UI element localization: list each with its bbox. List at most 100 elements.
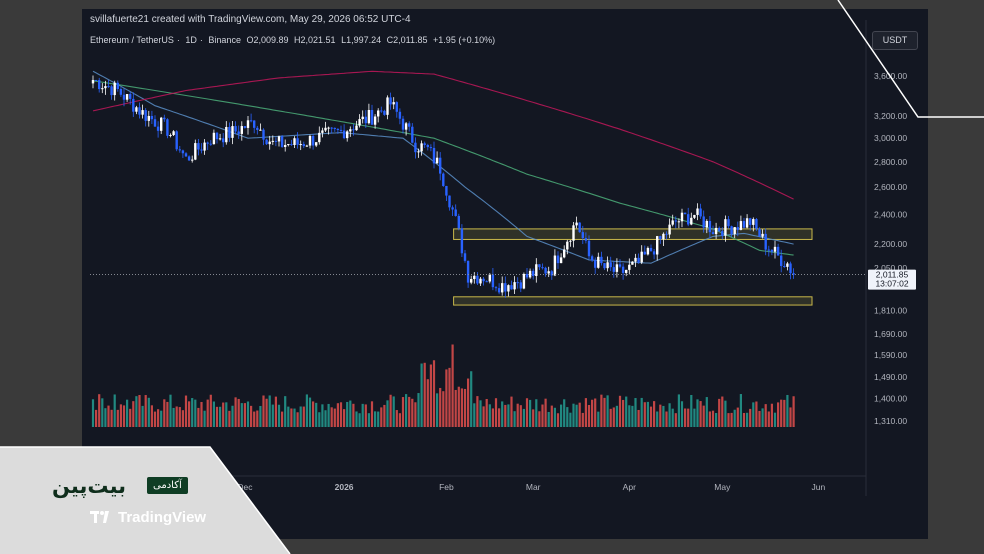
volume-bar bbox=[693, 408, 696, 427]
volume-bar bbox=[705, 397, 708, 427]
candle bbox=[572, 222, 575, 248]
candle-body bbox=[758, 228, 761, 237]
candle-body bbox=[240, 126, 243, 134]
candle-body bbox=[476, 275, 479, 284]
candle-body bbox=[733, 227, 736, 234]
candle bbox=[401, 115, 405, 134]
volume-bar bbox=[290, 408, 293, 427]
candle-body bbox=[125, 94, 129, 100]
candle-body bbox=[652, 251, 656, 255]
volume-bar bbox=[581, 412, 584, 427]
candle-body bbox=[181, 150, 185, 154]
candle bbox=[308, 134, 312, 149]
candle-body bbox=[231, 126, 234, 138]
candle bbox=[271, 135, 274, 145]
candle bbox=[110, 85, 113, 100]
candle-body bbox=[594, 260, 597, 268]
candle-body bbox=[739, 221, 743, 230]
volume-bar bbox=[702, 405, 705, 427]
volume-bar bbox=[631, 405, 634, 427]
volume-bar bbox=[222, 402, 225, 427]
candle bbox=[327, 126, 330, 135]
candle bbox=[417, 148, 420, 158]
volume-bar bbox=[649, 406, 653, 427]
ohlc-low: L1,997.24 bbox=[341, 35, 382, 45]
volume-bar bbox=[780, 399, 783, 427]
candle-body bbox=[265, 139, 268, 145]
volume-bar bbox=[560, 404, 563, 427]
ohlc-open: O2,009.89 bbox=[246, 35, 289, 45]
volume-bar bbox=[98, 394, 101, 427]
candle bbox=[414, 137, 417, 159]
countdown-label: 13:07:02 bbox=[875, 279, 908, 289]
volume-bar bbox=[284, 396, 287, 427]
candle-body bbox=[501, 283, 504, 293]
candle bbox=[497, 283, 501, 295]
candle-body bbox=[504, 283, 507, 292]
candle-body bbox=[473, 275, 476, 280]
candle bbox=[745, 214, 749, 229]
volume-bar bbox=[600, 394, 603, 427]
candle bbox=[141, 104, 144, 119]
volume-bar bbox=[504, 404, 507, 427]
candle bbox=[411, 123, 414, 144]
candle-body bbox=[463, 253, 467, 261]
y-tick-label: 1,810.00 bbox=[874, 306, 907, 316]
candle bbox=[212, 129, 216, 145]
candle-body bbox=[129, 94, 132, 99]
candle bbox=[125, 94, 129, 102]
volume-bar bbox=[482, 406, 485, 427]
candle bbox=[516, 277, 519, 289]
candle bbox=[336, 128, 340, 134]
candle bbox=[612, 260, 615, 278]
candle bbox=[528, 268, 532, 279]
candle bbox=[389, 92, 392, 110]
volume-bar bbox=[110, 409, 113, 427]
candle bbox=[736, 221, 739, 237]
symbol-interval[interactable]: 1D bbox=[185, 35, 197, 45]
volume-bar bbox=[228, 410, 231, 427]
candle-body bbox=[299, 144, 302, 146]
volume-bar bbox=[749, 408, 752, 427]
candle bbox=[621, 263, 625, 280]
candle-body bbox=[411, 126, 414, 143]
candle-body bbox=[507, 285, 510, 292]
volume-bar bbox=[541, 404, 544, 427]
candle bbox=[792, 268, 795, 279]
candle bbox=[578, 222, 581, 233]
candle-body bbox=[389, 97, 392, 105]
candle bbox=[364, 110, 367, 128]
candle-body bbox=[141, 110, 144, 115]
volume-bar bbox=[457, 386, 460, 427]
candle-body bbox=[178, 149, 181, 151]
volume-bar bbox=[454, 389, 457, 427]
volume-bar bbox=[640, 397, 643, 427]
volume-bar bbox=[516, 403, 519, 427]
candle bbox=[91, 75, 95, 89]
candle-body bbox=[668, 224, 671, 235]
volume-bar bbox=[470, 371, 473, 427]
candle bbox=[234, 121, 237, 135]
support-resistance-zone bbox=[453, 228, 813, 240]
candle bbox=[696, 203, 699, 221]
volume-bar bbox=[352, 403, 355, 427]
moving-average-line bbox=[92, 70, 794, 200]
candle bbox=[442, 172, 445, 187]
candle-body bbox=[556, 255, 560, 264]
currency-badge[interactable]: USDT bbox=[872, 31, 918, 50]
candle bbox=[640, 245, 643, 265]
candle bbox=[377, 108, 380, 123]
volume-bar bbox=[634, 398, 637, 427]
volume-bar bbox=[628, 405, 631, 427]
candle-body bbox=[113, 82, 116, 96]
symbol-name[interactable]: Ethereum / TetherUS bbox=[90, 35, 174, 45]
volume-bar bbox=[336, 403, 339, 427]
volume-bar bbox=[668, 403, 671, 427]
volume-bar bbox=[219, 406, 222, 427]
candle-body bbox=[705, 220, 708, 228]
volume-bar bbox=[405, 394, 408, 427]
candle-body bbox=[94, 79, 98, 81]
volume-bar bbox=[302, 406, 305, 427]
last-price-label: 2,011.85 bbox=[876, 270, 909, 280]
